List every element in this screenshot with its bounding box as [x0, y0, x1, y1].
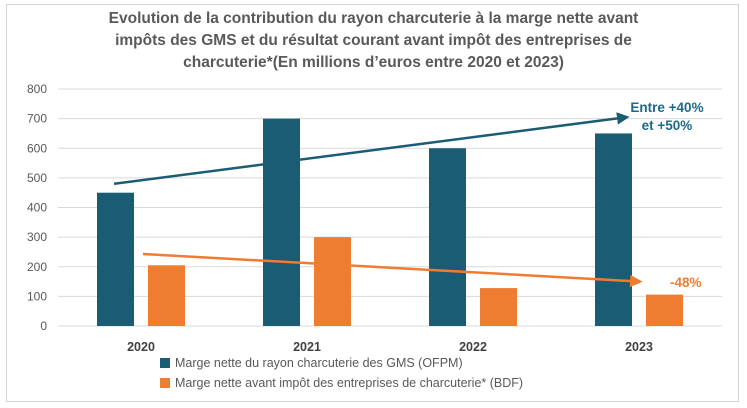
y-tick-label: 400 — [27, 201, 47, 215]
x-tick-label: 2022 — [459, 340, 487, 354]
y-tick-label: 300 — [27, 230, 47, 244]
y-tick-label: 0 — [40, 319, 47, 333]
legend-swatch-2 — [160, 378, 170, 388]
bar-gms-2020 — [97, 192, 134, 326]
bars — [97, 118, 683, 326]
trend-arrows: Entre +40% et +50% -48% — [113, 100, 704, 290]
chart-title-line-1: Evolution de la contribution du rayon ch… — [108, 10, 639, 27]
legend-label-1: Marge nette du rayon charcuterie des GMS… — [175, 356, 463, 370]
y-tick-label: 500 — [27, 171, 47, 185]
chart-title: Evolution de la contribution du rayon ch… — [20, 8, 727, 74]
x-tick-label: 2020 — [127, 340, 155, 354]
bar-gms-2022 — [429, 148, 466, 326]
chart-title-line-2: impôts des GMS et du résultat courant av… — [115, 32, 632, 49]
y-tick-label: 600 — [27, 141, 47, 155]
x-tick-label: 2021 — [293, 340, 321, 354]
bar-gms-2023 — [595, 133, 632, 326]
bar-bdf-2023 — [646, 294, 683, 326]
legend: Marge nette du rayon charcuterie des GMS… — [160, 356, 523, 390]
bar-bdf-2022 — [480, 288, 517, 326]
legend-swatch-1 — [160, 358, 170, 368]
bar-bdf-2020 — [148, 265, 185, 326]
y-tick-label: 100 — [27, 289, 47, 303]
x-axis: 2020 2021 2022 2023 — [127, 340, 653, 354]
trend-arrow-bdf — [142, 252, 643, 288]
x-tick-label: 2023 — [625, 340, 653, 354]
annotation-gms-line-1: Entre +40% — [630, 100, 703, 115]
annotation-gms-line-2: et +50% — [642, 118, 693, 133]
annotation-bdf: -48% — [670, 275, 702, 290]
bar-bdf-2021 — [314, 237, 351, 326]
trend-arrow-gms — [113, 112, 630, 186]
legend-label-2: Marge nette avant impôt des entreprises … — [175, 376, 523, 390]
y-tick-label: 800 — [27, 82, 47, 96]
y-axis: 0 100 200 300 400 500 600 700 800 — [27, 82, 47, 333]
bar-gms-2021 — [263, 118, 300, 326]
chart-title-line-3: charcuterie*(En millions d’euros entre 2… — [183, 54, 564, 71]
y-tick-label: 700 — [27, 112, 47, 126]
y-tick-label: 200 — [27, 260, 47, 274]
